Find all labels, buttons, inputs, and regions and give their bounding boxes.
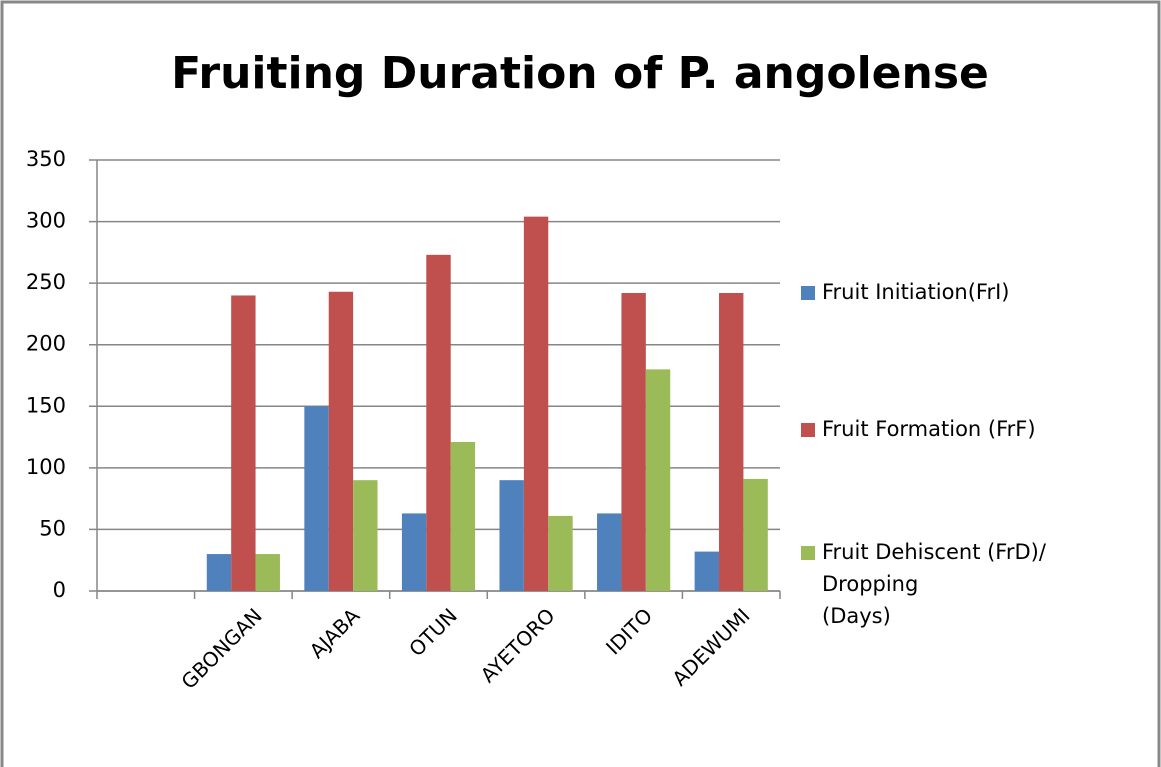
x-tick-label: ADEWUMI — [667, 603, 754, 690]
x-tick-label: AYETORO — [476, 603, 560, 687]
legend-swatch — [801, 286, 815, 300]
y-tick-label: 150 — [26, 393, 66, 417]
bar — [743, 478, 768, 591]
bar — [255, 554, 280, 591]
bar — [548, 515, 573, 591]
y-tick-label: 100 — [26, 455, 66, 479]
x-tick-label: GBONGAN — [176, 603, 266, 693]
bar — [353, 480, 378, 591]
y-tick-label: 250 — [26, 270, 66, 294]
bar — [694, 551, 720, 591]
bar — [523, 216, 549, 591]
bar — [719, 292, 744, 591]
bar — [426, 254, 451, 591]
bar — [206, 554, 232, 591]
x-tick-label: OTUN — [404, 603, 462, 661]
x-tick-label: AJABA — [305, 603, 365, 663]
legend-swatch — [801, 423, 815, 437]
bar — [499, 480, 524, 591]
bar — [450, 441, 476, 591]
chart-title: Fruiting Duration of P. angolense — [171, 48, 989, 99]
bar — [231, 295, 256, 591]
bar — [304, 406, 329, 591]
bar — [621, 292, 646, 591]
bar — [645, 369, 671, 591]
y-tick-label: 50 — [39, 516, 66, 540]
bar — [597, 513, 622, 591]
y-tick-label: 0 — [53, 578, 66, 602]
y-tick-label: 300 — [26, 209, 66, 233]
legend-label: Fruit Formation (FrF) — [822, 417, 1036, 441]
bar — [401, 513, 427, 591]
legend-label: Fruit Initiation(FrI) — [822, 280, 1010, 304]
y-tick-label: 200 — [26, 332, 66, 356]
x-tick-label: IDITO — [601, 603, 657, 659]
legend-label: Fruit Dehiscent (FrD)/Dropping (Days) — [822, 540, 1047, 628]
bar — [328, 291, 354, 591]
legend-swatch — [801, 546, 815, 560]
y-tick-label: 350 — [26, 147, 66, 171]
